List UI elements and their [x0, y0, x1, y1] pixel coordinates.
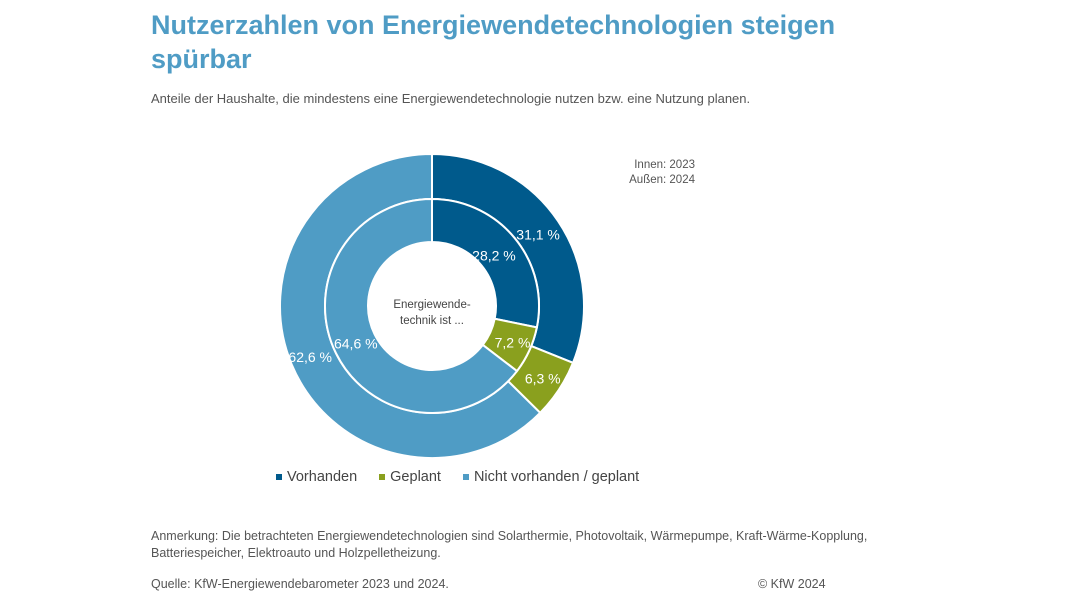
inner-label-geplant: 7,2 %: [495, 335, 531, 351]
center-label-line2: technik ist ...: [400, 315, 464, 327]
outer-label-geplant: 6,3 %: [525, 371, 561, 387]
legend-swatch: [276, 474, 282, 480]
inner-label-nicht-vorhanden-geplant: 64,6 %: [334, 336, 378, 352]
chart-title: Nutzerzahlen von Energiewendetechnologie…: [151, 10, 836, 74]
footnote: Anmerkung: Die betrachteten Energiewende…: [151, 529, 868, 560]
slice-labels: 28,2 % 7,2 % 64,6 % 31,1 % 6,3 % 62,6 %: [288, 226, 560, 386]
chart-subtitle: Anteile der Haushalte, die mindestens ei…: [151, 91, 751, 106]
inner-label-vorhanden: 28,2 %: [472, 247, 516, 263]
outer-label-nicht-vorhanden-geplant: 62,6 %: [288, 349, 332, 365]
legend: Vorhanden Geplant Nicht vorhanden / gepl…: [276, 469, 661, 485]
inner-slice-nicht-vorhanden-geplant: [324, 197, 519, 414]
copyright-text: © KfW 2024: [758, 577, 826, 591]
legend-item-vorhanden: Vorhanden: [276, 469, 357, 485]
source-text: Quelle: KfW-Energiewendebarometer 2023 u…: [151, 577, 449, 591]
ring-note: Innen: 2023 Außen: 2024: [560, 158, 695, 188]
inner-ring-2023: [324, 197, 540, 414]
legend-swatch: [379, 474, 386, 480]
ring-note-outer: Außen: 2024: [629, 174, 695, 186]
legend-label: Nicht vorhanden / geplant: [473, 469, 640, 485]
legend-label: Geplant: [390, 469, 441, 485]
center-label-line1: Energiewende-: [393, 299, 471, 311]
legend-item-geplant: Geplant: [379, 469, 441, 485]
legend-item-nicht-vorhanden: Nicht vorhanden / geplant: [462, 469, 640, 485]
legend-label: Vorhanden: [287, 469, 358, 485]
outer-label-vorhanden: 31,1 %: [516, 226, 560, 242]
ring-note-inner: Innen: 2023: [634, 159, 695, 171]
legend-swatch: [462, 474, 469, 480]
